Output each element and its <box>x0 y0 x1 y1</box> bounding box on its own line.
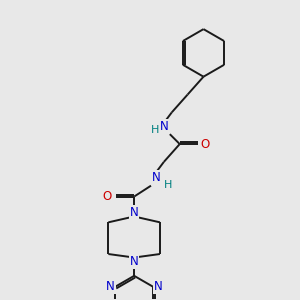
Text: N: N <box>152 171 160 184</box>
Text: O: O <box>201 138 210 151</box>
Text: N: N <box>130 256 139 268</box>
Text: N: N <box>106 280 115 293</box>
Text: H: H <box>164 180 172 190</box>
Text: N: N <box>160 120 168 133</box>
Text: O: O <box>103 190 112 203</box>
Text: N: N <box>154 280 162 293</box>
Text: N: N <box>130 206 139 219</box>
Text: H: H <box>151 125 159 135</box>
